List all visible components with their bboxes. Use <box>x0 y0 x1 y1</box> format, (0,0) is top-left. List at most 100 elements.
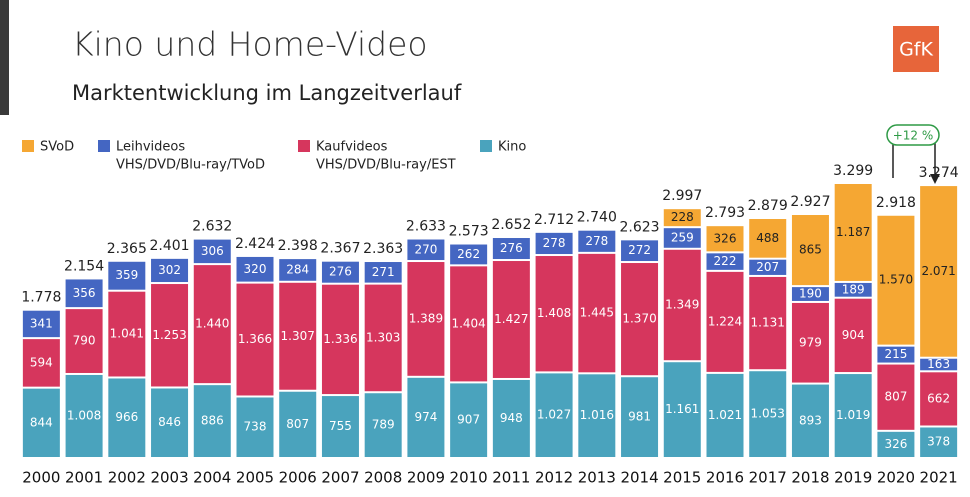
value-label: 302 <box>158 263 181 277</box>
bar-segment <box>236 397 274 457</box>
bar-segment <box>236 256 274 282</box>
bar-segment <box>279 259 317 281</box>
bar-segment <box>621 240 659 262</box>
legend-swatch <box>298 140 310 152</box>
value-label: 1.053 <box>751 407 785 421</box>
legend-swatch <box>98 140 110 152</box>
value-label: 326 <box>884 437 907 451</box>
total-label: 3.299 <box>833 163 873 179</box>
total-label: 2.793 <box>705 205 745 221</box>
value-label: 1.224 <box>708 314 742 328</box>
value-label: 284 <box>286 262 309 276</box>
bar-segment <box>663 362 701 457</box>
logo-box <box>893 26 939 72</box>
bar-segment <box>834 184 872 281</box>
bar-segment <box>279 282 317 390</box>
bar-segment <box>663 209 701 227</box>
bar-segment <box>22 339 60 387</box>
total-label: 2.652 <box>491 217 531 233</box>
legend-swatch <box>480 140 492 152</box>
value-label: 341 <box>30 316 53 330</box>
value-label: 278 <box>585 234 608 248</box>
x-tick-label: 2016 <box>706 469 744 487</box>
bar-segment <box>578 230 616 252</box>
bar-segment <box>65 374 103 457</box>
total-label: 2.365 <box>107 241 147 257</box>
value-label: 1.389 <box>409 311 443 325</box>
value-label: 807 <box>884 390 907 404</box>
bar-segment <box>193 239 231 264</box>
bar-segment <box>535 232 573 255</box>
bar-segment <box>749 276 787 370</box>
bar-segment <box>877 364 915 430</box>
value-label: 1.161 <box>665 402 699 416</box>
value-label: 276 <box>500 241 523 255</box>
value-label: 359 <box>115 268 138 282</box>
value-label: 844 <box>30 415 53 429</box>
total-label: 2.927 <box>790 194 830 210</box>
value-label: 278 <box>543 236 566 250</box>
bar-segment <box>706 373 744 457</box>
value-label: 222 <box>714 254 737 268</box>
bar-segment <box>407 239 445 261</box>
total-label: 2.712 <box>534 212 574 228</box>
value-label: 1.187 <box>836 225 870 239</box>
bar-segment <box>65 309 103 373</box>
value-label: 326 <box>714 231 737 245</box>
x-tick-label: 2013 <box>578 469 616 487</box>
value-label: 356 <box>73 286 96 300</box>
value-label: 271 <box>372 265 395 279</box>
side-strip <box>0 0 9 115</box>
value-label: 789 <box>372 418 395 432</box>
bar-segment <box>108 261 146 290</box>
total-label: 2.363 <box>363 241 403 257</box>
value-label: 215 <box>884 347 907 361</box>
bar-segment <box>663 249 701 361</box>
bar-segment <box>920 427 958 457</box>
value-label: 1.021 <box>708 408 742 422</box>
value-label: 846 <box>158 415 181 429</box>
value-label: 228 <box>671 210 694 224</box>
legend-label: Kaufvideos <box>316 140 388 155</box>
legend-label: Leihvideos <box>116 140 185 155</box>
value-label: 1.366 <box>238 332 272 346</box>
value-label: 807 <box>286 417 309 431</box>
value-label: 662 <box>927 391 950 405</box>
value-label: 1.445 <box>580 306 614 320</box>
legend-label: Kino <box>498 140 526 155</box>
value-label: 1.570 <box>879 273 913 287</box>
value-label: 790 <box>73 334 96 348</box>
total-label: 2.740 <box>577 210 617 226</box>
bar-segment <box>407 262 445 376</box>
value-label: 1.253 <box>152 328 186 342</box>
bar-segment <box>407 377 445 457</box>
bar-segment <box>450 266 488 382</box>
bar-segment <box>920 358 958 371</box>
bar-segment <box>749 219 787 258</box>
value-label: 207 <box>756 260 779 274</box>
bar-segment <box>364 393 402 457</box>
value-label: 907 <box>457 413 480 427</box>
bar-segment <box>535 373 573 457</box>
bar-segment <box>535 256 573 372</box>
bar-segment <box>65 279 103 308</box>
x-tick-label: 2021 <box>920 469 958 487</box>
bar-segment <box>151 258 189 283</box>
value-label: 981 <box>628 410 651 424</box>
x-tick-label: 2000 <box>22 469 60 487</box>
bar-segment <box>492 261 530 378</box>
bar-segment <box>920 372 958 426</box>
x-tick-label: 2007 <box>321 469 359 487</box>
value-label: 378 <box>927 435 950 449</box>
x-tick-label: 2004 <box>193 469 231 487</box>
total-label: 2.879 <box>748 198 788 214</box>
bar-segment <box>706 226 744 252</box>
value-label: 1.307 <box>281 329 315 343</box>
value-label: 1.336 <box>323 332 357 346</box>
value-label: 1.427 <box>494 312 528 326</box>
bar-segment <box>791 287 829 301</box>
legend-note: VHS/DVD/Blu-ray/EST <box>316 158 456 173</box>
bar-segment <box>834 282 872 297</box>
total-label: 2.632 <box>192 219 232 235</box>
bar-segment <box>706 271 744 372</box>
